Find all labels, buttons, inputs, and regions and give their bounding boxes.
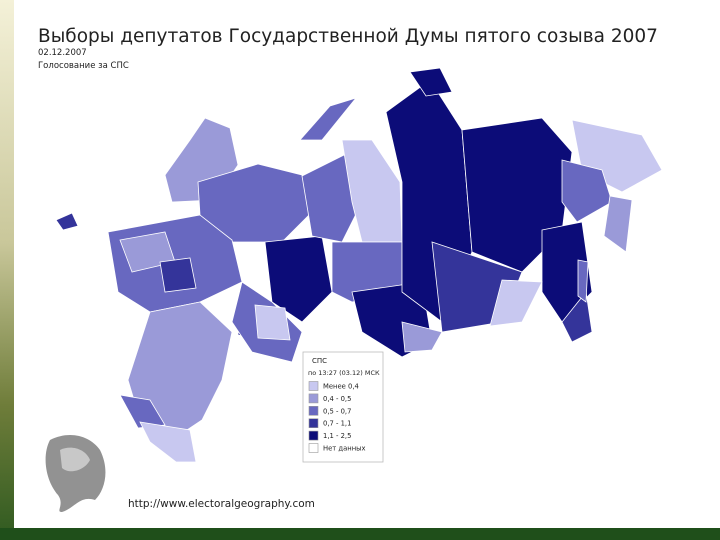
region	[264, 235, 333, 323]
subtitle: Голосование за СПС	[38, 61, 129, 71]
legend-label: 0,7 - 1,1	[323, 420, 351, 428]
date: 02.12.2007	[38, 48, 87, 58]
legend-items: Менее 0,4 0,4 - 0,5 0,5 - 0,7 0,7 - 1,1 1,1 …	[308, 381, 366, 453]
region	[119, 394, 166, 429]
region	[561, 159, 613, 223]
decor-bar	[0, 528, 720, 540]
legend-label: Нет данных	[323, 445, 366, 453]
legend-swatch	[308, 393, 319, 404]
region	[139, 421, 197, 463]
region	[401, 321, 443, 353]
legend-label: Менее 0,4	[323, 383, 359, 391]
decor-bar	[0, 0, 14, 540]
region	[55, 212, 79, 231]
legend-swatch	[308, 405, 319, 416]
legend-swatch	[308, 443, 319, 453]
legend-swatch	[308, 381, 319, 391]
legend: СПС по 13:27 (03.12) МСК Менее 0,4 0,4 - …	[302, 351, 384, 463]
logo	[45, 435, 106, 512]
region	[159, 257, 197, 293]
legend-time: по 13:27 (03.12) МСК	[308, 369, 380, 377]
region	[254, 304, 291, 341]
footer-url: http://www.electoralgeography.com	[128, 498, 315, 510]
region	[127, 301, 233, 441]
title: Выборы депутатов Государственной Думы пя…	[38, 26, 658, 47]
region	[341, 139, 403, 243]
region	[409, 67, 453, 97]
region	[489, 279, 543, 327]
map	[55, 67, 663, 463]
legend-label: 1,1 - 2,5	[323, 432, 351, 440]
region	[299, 97, 358, 141]
region	[561, 291, 593, 343]
slide: Выборы депутатов Государственной Думы пя…	[14, 0, 720, 528]
region	[301, 151, 363, 243]
region	[603, 195, 633, 253]
legend-swatch	[308, 430, 319, 441]
legend-swatch	[308, 418, 319, 429]
legend-label: 0,4 - 0,5	[323, 395, 351, 403]
region	[577, 259, 589, 303]
legend-label: 0,5 - 0,7	[323, 407, 351, 415]
legend-title: СПС	[312, 357, 327, 365]
